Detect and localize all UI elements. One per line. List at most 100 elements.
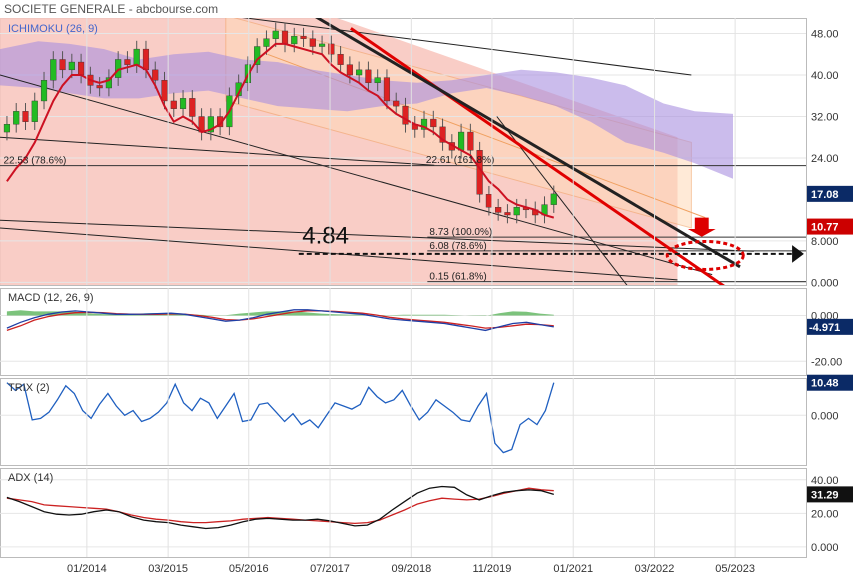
fibonacci-level-label: 0.15 (61.8%) xyxy=(429,272,486,283)
x-tick-label: 05/2023 xyxy=(715,563,755,575)
ichimoku-label: ICHIMOKU (26, 9) xyxy=(8,23,98,35)
candle xyxy=(68,61,75,71)
candle xyxy=(31,100,38,122)
x-tick-label: 01/2021 xyxy=(553,563,593,575)
ichimoku-baseline xyxy=(6,42,555,219)
x-tick-label: 05/2016 xyxy=(229,563,269,575)
candle xyxy=(161,80,168,102)
price-badge xyxy=(807,185,853,202)
adx-line xyxy=(6,485,554,530)
macd-panel xyxy=(0,288,807,376)
price-badge-label: 17.08 xyxy=(811,189,839,201)
candle xyxy=(13,111,20,125)
candle xyxy=(402,105,409,125)
trendline-22 xyxy=(0,136,435,166)
candle xyxy=(383,77,391,102)
projection-arrowhead xyxy=(792,245,804,263)
trendline-low-b xyxy=(0,227,678,281)
x-tick-label: 11/2019 xyxy=(472,563,511,575)
candle xyxy=(105,77,112,89)
adx-badge xyxy=(807,486,853,503)
candle xyxy=(272,30,279,39)
price-y-tick: 32.00 xyxy=(811,112,839,124)
trendline-low-a xyxy=(0,219,754,252)
candle xyxy=(59,59,66,71)
macd-y-tick: -20.00 xyxy=(811,356,842,368)
candle xyxy=(300,35,307,39)
candle xyxy=(207,116,214,133)
fibonacci-level-label: -2.37 (24.0%) xyxy=(3,285,64,296)
candle xyxy=(254,46,261,65)
fibonacci-level-label: 6.08 (78.6%) xyxy=(429,241,486,252)
trix-line xyxy=(6,382,555,454)
adx-di-line xyxy=(6,487,554,525)
candle xyxy=(50,59,57,81)
adx-badge-label: 31.29 xyxy=(811,489,839,501)
fibonacci-level-label: 22.53 (78.6%) xyxy=(3,156,66,167)
macd-label: MACD (12, 26, 9) xyxy=(8,292,94,304)
candle xyxy=(78,61,85,76)
macd-line xyxy=(6,309,554,332)
adx-plot xyxy=(0,479,806,548)
candle xyxy=(291,35,298,45)
price-badge-label: 10.77 xyxy=(811,222,839,234)
fibonacci-level-label: 22.61 (161.8%) xyxy=(426,155,494,166)
candle xyxy=(170,100,177,109)
fibonacci-level-label: 8.73 (100.0%) xyxy=(429,227,492,238)
trix-plot xyxy=(0,382,806,454)
trix-badge xyxy=(807,374,853,391)
trix-y-tick: 0.000 xyxy=(811,410,839,422)
candle xyxy=(318,43,326,47)
candle xyxy=(337,54,344,65)
red-trendline xyxy=(350,27,725,285)
price-badge xyxy=(807,218,853,235)
macd-badge xyxy=(807,318,853,335)
macd-badge-label: -4.971 xyxy=(809,322,840,334)
x-tick-label: 03/2022 xyxy=(635,563,675,575)
candle xyxy=(263,38,270,47)
price-y-tick: 0.000 xyxy=(811,277,839,289)
adx-y-tick: 40.00 xyxy=(811,475,839,487)
down-arrow-marker xyxy=(687,217,716,237)
candle xyxy=(458,131,465,151)
black-trendline xyxy=(315,18,741,269)
ichimoku-cloud xyxy=(0,41,733,179)
candle xyxy=(133,48,140,65)
candle xyxy=(439,126,446,143)
price-y-tick: 48.00 xyxy=(811,29,839,41)
price-plot: 22.53 (78.6%) 22.61 (161.8%) 8.73 (100.0%)… xyxy=(0,18,806,296)
candle xyxy=(96,85,103,89)
x-tick-label: 07/2017 xyxy=(310,563,350,575)
big-annotation-label: 4.84 xyxy=(302,223,349,250)
candle xyxy=(142,48,150,71)
price-y-tick: 40.00 xyxy=(811,70,839,82)
candle xyxy=(124,59,131,65)
candle xyxy=(430,118,437,128)
candle xyxy=(179,98,187,109)
candle xyxy=(3,124,11,133)
candle xyxy=(22,111,29,122)
candle xyxy=(495,207,502,213)
adx-y-tick: 20.00 xyxy=(811,508,839,520)
candle xyxy=(189,98,196,117)
candle xyxy=(550,193,557,205)
trendline-top xyxy=(242,18,692,76)
candle xyxy=(346,64,353,76)
page-title: SOCIETE GENERALE - abcbourse.com xyxy=(4,2,218,16)
candle xyxy=(467,131,474,151)
candle xyxy=(393,100,400,107)
macd-plot xyxy=(0,309,806,362)
candle xyxy=(365,69,372,84)
x-tick-label: 01/2014 xyxy=(67,563,107,575)
candle xyxy=(40,80,48,102)
candle xyxy=(485,194,492,208)
candle xyxy=(152,69,159,81)
candle xyxy=(420,118,428,130)
price-y-tick: 24.00 xyxy=(811,153,839,165)
target-ellipse xyxy=(665,239,745,271)
trix-badge-label: 10.48 xyxy=(811,378,839,390)
candle xyxy=(513,207,520,216)
adx-label: ADX (14) xyxy=(8,472,53,484)
candle xyxy=(281,30,289,45)
axes-layer: 01/2014 03/2015 05/2016 07/2017 09/2018 11/20… xyxy=(67,18,853,575)
